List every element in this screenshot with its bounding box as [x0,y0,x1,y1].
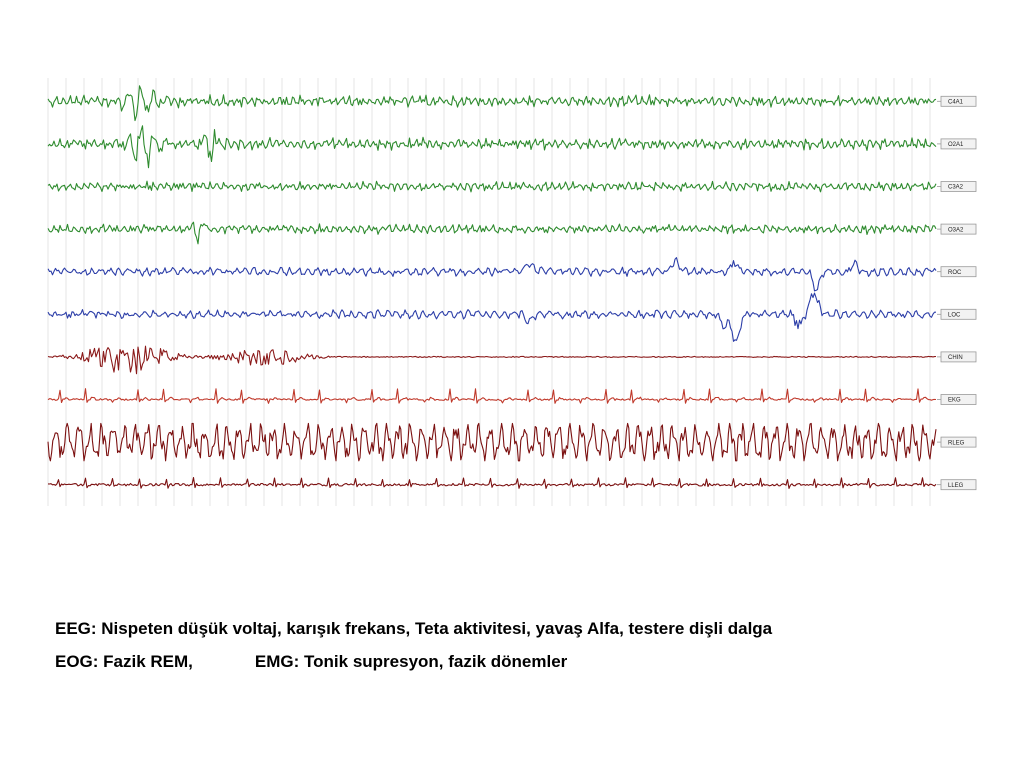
channel-label-text: EKG [948,398,961,404]
channel-label-text: RLEG [948,440,965,446]
trace-o3a2 [47,221,937,245]
trace-c3a2 [47,180,937,193]
channel-label-text: O2A1 [948,142,964,148]
channel-label-c3a2: C3A2 [937,181,977,192]
eeg-description: EEG: Nispeten düşük voltaj, karışık frek… [55,619,773,638]
eog-emg-description: EOG: Fazik REM, EMG: Tonik supresyon, faz… [55,649,975,674]
polysomnogram-figure: C4A1 O2A1 C3A2 O3A2 ROC LOC CHIN EKG RLEG LLEG [47,78,977,506]
channel-label-chin: CHIN [937,351,977,363]
channel-label-o2a1: O2A1 [937,138,977,150]
trace-roc [47,257,937,292]
channel-label-roc: ROC [937,266,977,278]
channel-label-o3a2: O3A2 [937,223,977,235]
channel-label-text: C3A2 [948,185,964,191]
channel-label-text: C4A1 [948,100,964,106]
channel-labels: C4A1 O2A1 C3A2 O3A2 ROC LOC CHIN EKG RLEG LLEG [937,95,977,491]
trace-rleg [47,422,937,462]
channel-label-text: CHIN [948,355,963,361]
trace-chin [47,345,937,375]
trace-o2a1 [47,125,937,169]
signal-traces [47,85,937,489]
trace-ekg [47,388,937,404]
channel-label-text: O3A2 [948,227,964,233]
channel-label-rleg: RLEG [937,436,977,448]
trace-lleg [47,476,937,489]
channel-label-text: LLEG [948,483,964,489]
channel-label-text: LOC [948,313,961,319]
caption: EEG: Nispeten düşük voltaj, karışık frek… [55,616,975,682]
trace-loc [47,292,936,342]
grid [47,78,931,506]
channel-label-ekg: EKG [937,394,977,405]
channel-label-text: ROC [948,270,962,276]
channel-label-c4a1: C4A1 [937,95,977,107]
trace-c4a1 [47,85,937,122]
emg-description: EMG: Tonik supresyon, fazik dönemler [254,652,568,671]
channel-label-lleg: LLEG [937,479,977,491]
channel-label-loc: LOC [937,308,977,320]
eog-description: EOG: Fazik REM, [55,652,193,671]
